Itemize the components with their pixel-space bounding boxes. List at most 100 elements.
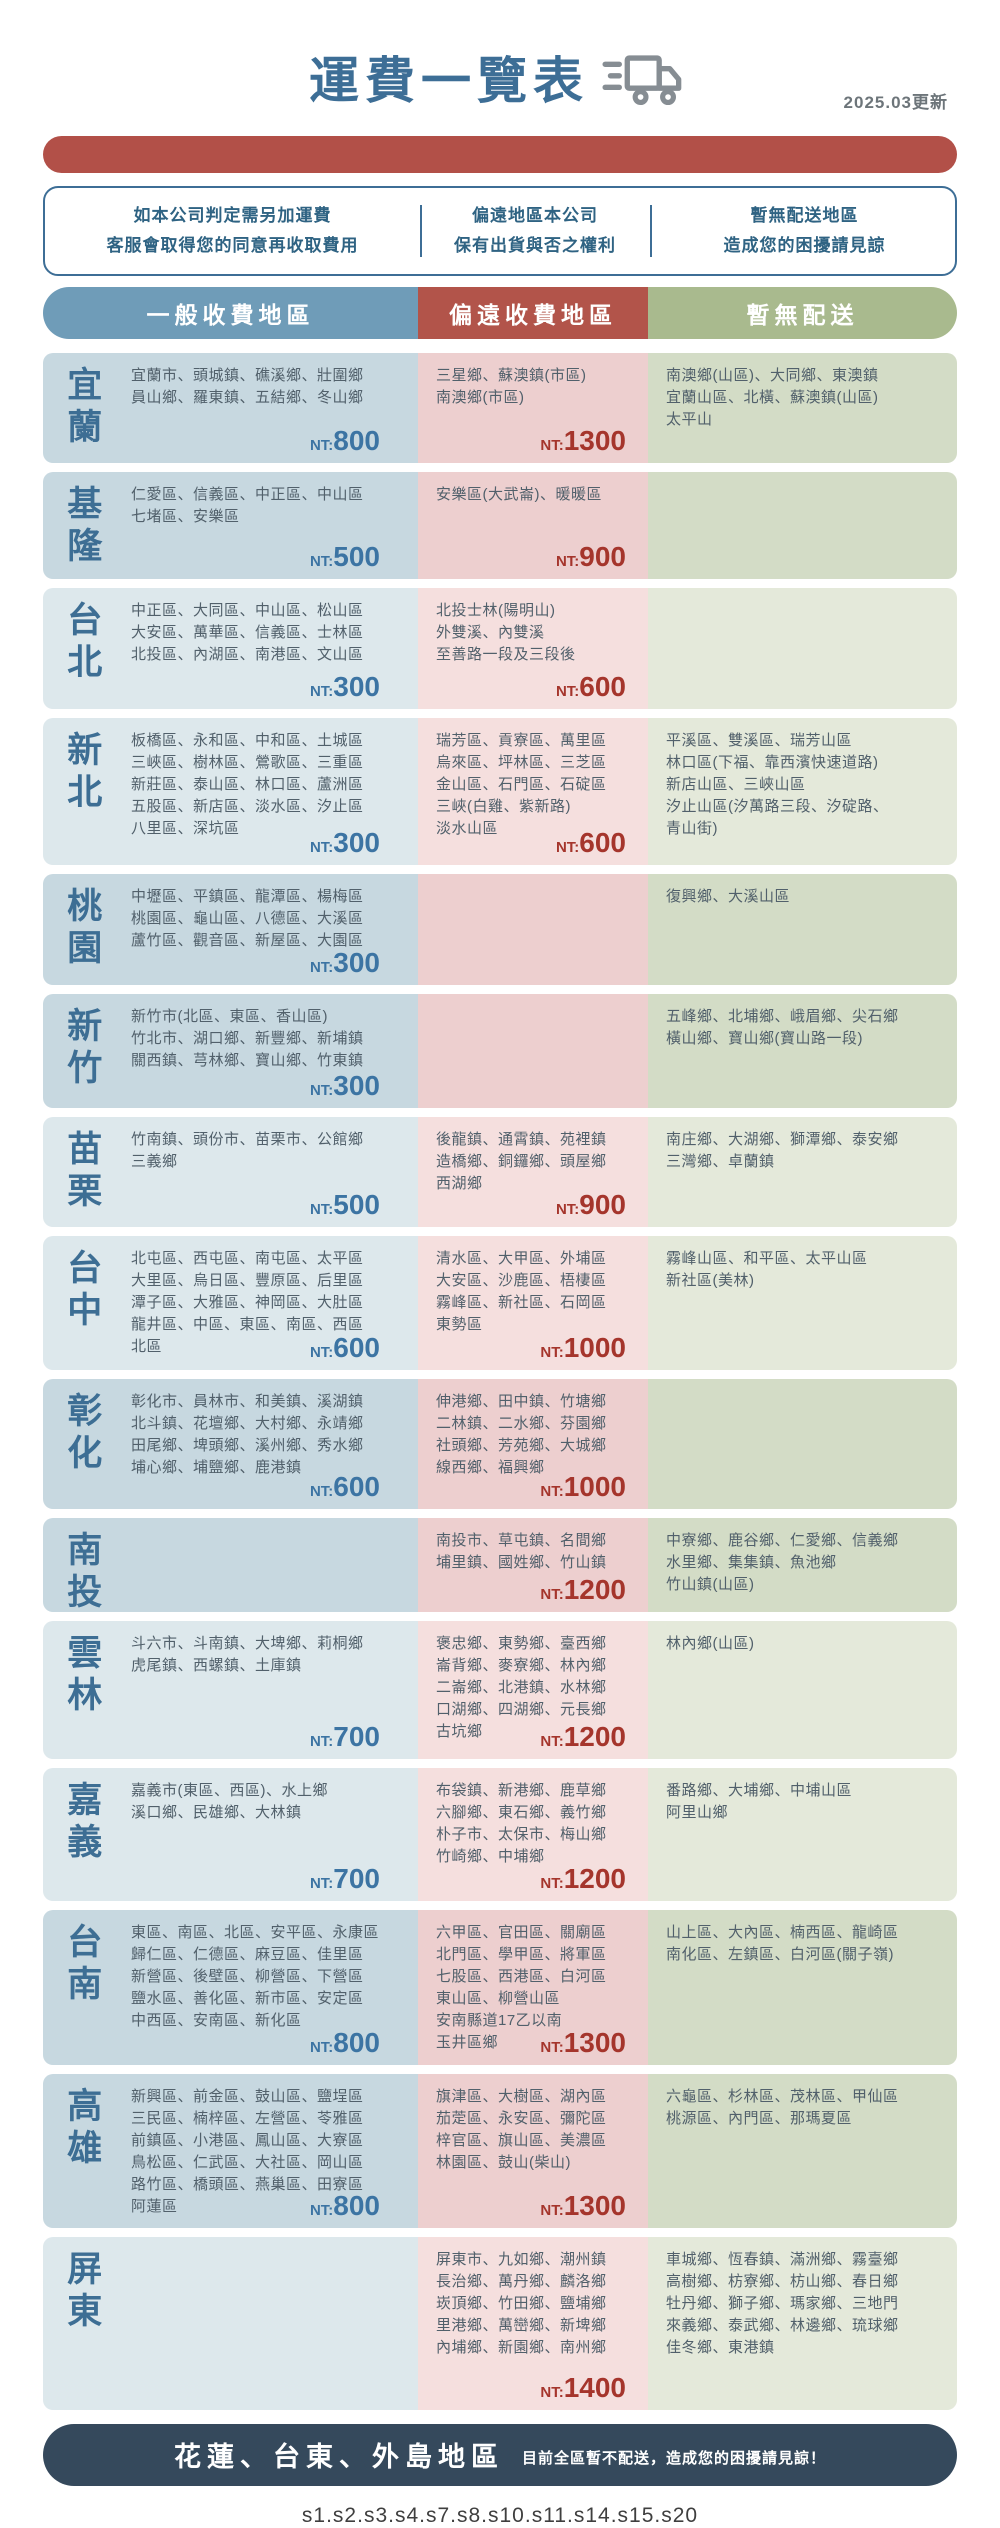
price-prefix: NT: [540, 1732, 564, 1750]
fee-row: 宜蘭宜蘭市、頭城鎮、礁溪鄉、壯圍鄉 員山鄉、羅東鎮、五結鄉、冬山鄉 NT:800 三星… [43, 352, 957, 463]
district-line: 牡丹鄉、獅子鄉、瑪家鄉、三地門 [666, 2294, 899, 2312]
price-prefix: NT: [540, 2383, 564, 2401]
region-char: 屏 [67, 2249, 103, 2289]
none-cell: 六龜區、杉林區、茂林區、甲仙區 桃源區、內門區、那瑪夏區 [648, 2073, 957, 2228]
general-cell: 苗栗 竹南鎮、頭份市、苗栗市、公館鄉 三義鄉 NT:500 [43, 1116, 418, 1227]
notes-box: 如本公司判定需另加運費 客服會取得您的同意再收取費用 偏遠地區本公司 保有出貨與… [43, 186, 957, 276]
district-line: 東區、南區、北區、安平區、永康區 [131, 1923, 380, 1941]
truck-icon [602, 55, 682, 106]
none-cell: 林內鄉(山區) [648, 1620, 957, 1759]
region-label: 桃園 [59, 886, 111, 971]
region-label: 嘉義 [59, 1780, 111, 1865]
price-amount: 1000 [563, 1470, 626, 1502]
region-char: 化 [67, 1434, 103, 1474]
general-cell: 高雄 新興區、前金區、鼓山區、鹽埕區 三民區、楠梓區、左營區、苓雅區 前鎮區、小港區、… [43, 2073, 418, 2228]
district-line: 至善路一段及三段後 [436, 645, 576, 663]
price-amount: 1400 [563, 2371, 626, 2403]
district-line: 來義鄉、泰武鄉、林邊鄉、琉球鄉 [666, 2316, 899, 2334]
remote-cell: 三星鄉、蘇澳鎮(市區) 南澳鄉(市區) NT:1300 [418, 352, 648, 463]
column-header-none: 暫無配送 [648, 286, 957, 339]
general-cell: 新竹 新竹市(北區、東區、香山區) 竹北市、湖口鄉、新豐鄉、新埔鎮 關西鎮、芎林鄉、寶… [43, 993, 418, 1108]
district-line: 里港鄉、萬巒鄉、新埤鄉 [436, 2316, 607, 2334]
general-cell: 台南 東區、南區、北區、安平區、永康區 歸仁區、仁德區、麻豆區、佳里區 新營區、後壁區… [43, 1909, 418, 2065]
district-line: 八里區、深坑區 [131, 819, 240, 837]
price-amount: 700 [333, 1720, 380, 1752]
page-header: 運費一覽表 [0, 38, 1000, 116]
district-line: 平溪區、雙溪區、瑞芳山區 [666, 731, 853, 749]
district-line: 林園區、鼓山(柴山) [436, 2153, 571, 2171]
district-line: 山上區、大內區、楠西區、龍崎區 [666, 1923, 899, 1941]
district-line: 二崙鄉、北港鎮、水林鄉 [436, 1678, 607, 1696]
region-char: 彰 [67, 1391, 103, 1431]
district-line: 六腳鄉、東石鄉、義竹鄉 [436, 1803, 607, 1821]
general-price: NT:300 [310, 948, 380, 979]
district-line: 阿里山鄉 [666, 1803, 729, 1821]
district-line: 林口區(下福、靠西濱快速道路) [666, 753, 879, 771]
district-line: 中寮鄉、鹿谷鄉、仁愛鄉、信義鄉 [666, 1531, 899, 1549]
price-prefix: NT: [309, 1343, 334, 1361]
none-cell: 南庄鄉、大湖鄉、獅潭鄉、泰安鄉 三灣鄉、卓蘭鎮 [648, 1116, 957, 1227]
none-cell [648, 471, 957, 579]
district-line: 外雙溪、內雙溪 [436, 623, 545, 641]
general-cell: 基隆 仁愛區、信義區、中正區、中山區 七堵區、安樂區 NT:500 [43, 471, 418, 579]
district-line: 線西鄉、福興鄉 [436, 1458, 545, 1476]
district-line: 青山街) [666, 819, 718, 837]
district-line: 鹽水區、善化區、新市區、安定區 [131, 1989, 364, 2007]
district-line: 伸港鄉、田中鎮、竹塘鄉 [436, 1392, 607, 1410]
price-prefix: NT: [309, 2038, 334, 2056]
column-headers: 一般收費地區 偏遠收費地區 暫無配送 [43, 286, 957, 339]
district-line: 北門區、學甲區、將軍區 [436, 1945, 607, 1963]
price-amount: 300 [333, 826, 380, 858]
district-line: 橫山鄉、寶山鄉(寶山路一段) [666, 1029, 863, 1047]
district-line: 三灣鄉、卓蘭鎮 [666, 1152, 775, 1170]
remote-price: NT:1200 [540, 1864, 626, 1895]
district-line: 新莊區、泰山區、林口區、蘆洲區 [131, 775, 364, 793]
district-line: 屏東市、九如鄉、潮州鎮 [436, 2250, 607, 2268]
none-cell [648, 1378, 957, 1509]
price-amount: 1200 [563, 1720, 626, 1752]
district-line: 瑞芳區、貢寮區、萬里區 [436, 731, 607, 749]
general-cell: 嘉義 嘉義市(東區、西區)、水上鄉 溪口鄉、民雄鄉、大林鎮 NT:700 [43, 1767, 418, 1901]
region-char: 隆 [67, 527, 103, 567]
remote-price: NT:1300 [540, 2028, 626, 2059]
district-line: 南澳鄉(山區)、大同鄉、東澳鎮 [666, 366, 879, 384]
district-line: 南投市、草屯鎮、名間鄉 [436, 1531, 607, 1549]
district-line: 大安區、萬華區、信義區、士林區 [131, 623, 364, 641]
remote-price: NT:600 [556, 828, 626, 859]
general-cell: 屏東 [43, 2236, 418, 2410]
district-line: 梓官區、旗山區、美濃區 [436, 2131, 607, 2149]
region-char: 北 [67, 773, 103, 813]
remote-cell: 瑞芳區、貢寮區、萬里區 烏來區、坪林區、三芝區 金山區、石門區、石碇區 三峽(白雞、紫… [418, 717, 648, 865]
note-line: 如本公司判定需另加運費 [133, 206, 332, 225]
general-price: NT:800 [309, 426, 380, 457]
region-char: 栗 [67, 1172, 103, 1212]
district-line: 旗津區、大樹區、湖內區 [436, 2087, 607, 2105]
district-line: 林內鄉(山區) [666, 1634, 755, 1652]
remote-cell: 伸港鄉、田中鎮、竹塘鄉 二林鎮、二水鄉、芬園鄉 社頭鄉、芳苑鄉、大城鄉 線西鄉、福興鄉… [418, 1378, 648, 1509]
region-char: 新 [67, 730, 103, 770]
district-line: 竹北市、湖口鄉、新豐鄉、新埔鎮 [131, 1029, 364, 1047]
district-line: 北區 [131, 1337, 163, 1355]
general-price: NT:700 [310, 1864, 380, 1895]
price-amount: 300 [333, 946, 380, 978]
district-line: 淡水山區 [436, 819, 499, 837]
district-line: 七股區、西港區、白河區 [436, 1967, 607, 1985]
region-char: 基 [67, 484, 103, 524]
district-line: 安樂區(大武崙)、暖暖區 [436, 485, 602, 503]
remote-price: NT:1000 [540, 1333, 626, 1364]
remote-cell [418, 993, 648, 1108]
price-prefix: NT: [309, 436, 334, 454]
district-line: 歸仁區、仁德區、麻豆區、佳里區 [131, 1945, 364, 1963]
region-char: 高 [67, 2086, 103, 2126]
region-char: 雄 [67, 2129, 103, 2169]
district-line: 桃園區、龜山區、八德區、大溪區 [131, 909, 364, 927]
region-label: 屏東 [59, 2249, 111, 2334]
price-amount: 600 [333, 1470, 380, 1502]
district-line: 宜蘭山區、北橫、蘇澳鎮(山區) [666, 388, 879, 406]
district-line: 大里區、烏日區、豐原區、后里區 [131, 1271, 364, 1289]
region-char: 宜 [67, 365, 103, 405]
district-line: 水里鄉、集集鎮、魚池鄉 [666, 1553, 837, 1571]
price-prefix: NT: [309, 682, 334, 700]
district-line: 竹崎鄉、中埔鄉 [436, 1847, 545, 1865]
